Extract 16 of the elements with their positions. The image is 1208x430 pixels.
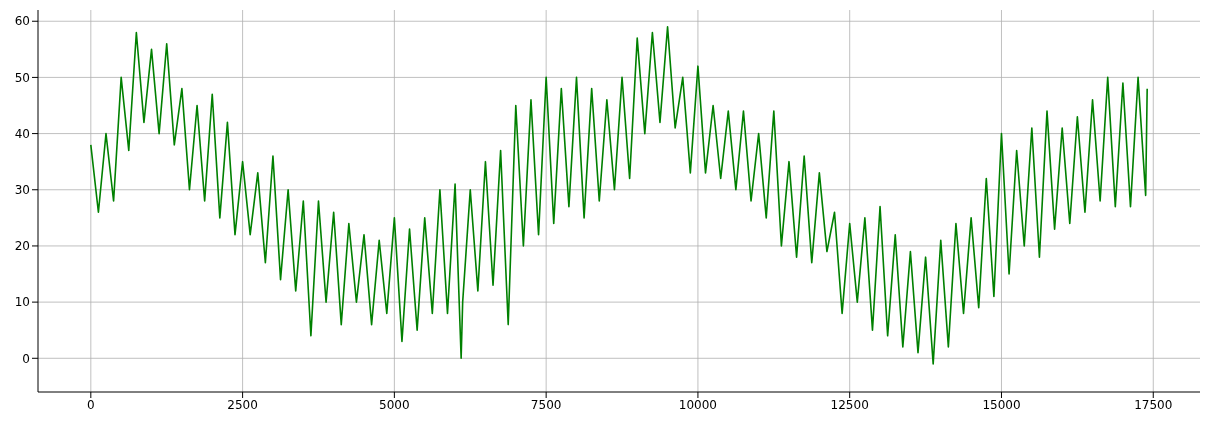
y-tick-label: 0 (22, 351, 30, 366)
x-tick-label: 0 (87, 397, 95, 412)
x-tick-label: 2500 (227, 397, 258, 412)
y-tick-label: 20 (14, 239, 30, 254)
x-tick-label: 17500 (1134, 397, 1173, 412)
y-tick-label: 50 (14, 70, 30, 85)
y-tick-label: 60 (14, 14, 30, 29)
y-tick-label: 40 (14, 126, 30, 141)
y-tick-label: 30 (14, 183, 30, 198)
x-tick-label: 10000 (678, 397, 718, 412)
x-tick-label: 7500 (530, 397, 562, 412)
y-tick-label: 10 (14, 295, 30, 310)
x-tick-label: 5000 (379, 397, 410, 412)
line-series (90, 26, 1148, 365)
x-tick-label: 12500 (830, 397, 869, 412)
x-tick-label: 15000 (982, 397, 1021, 412)
